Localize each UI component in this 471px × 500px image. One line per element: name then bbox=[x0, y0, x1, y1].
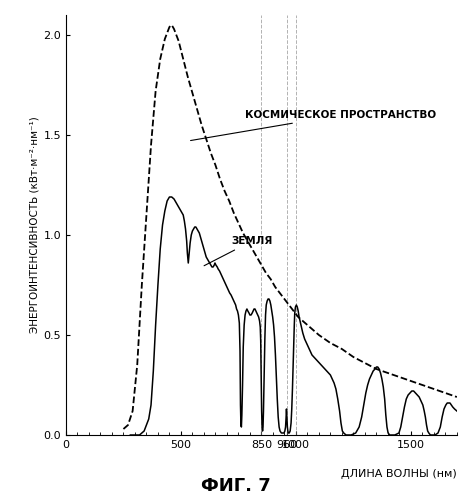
Y-axis label: ЭНЕРГОИНТЕНСИВНОСТЬ (кВт·м⁻²·нм⁻¹): ЭНЕРГОИНТЕНСИВНОСТЬ (кВт·м⁻²·нм⁻¹) bbox=[29, 116, 39, 334]
Text: КОСМИЧЕСКОЕ ПРОСТРАНСТВО: КОСМИЧЕСКОЕ ПРОСТРАНСТВО bbox=[191, 110, 437, 140]
Text: ЗЕМЛЯ: ЗЕМЛЯ bbox=[204, 236, 273, 266]
Text: ДЛИНА ВОЛНЫ (нм): ДЛИНА ВОЛНЫ (нм) bbox=[341, 468, 457, 478]
Text: ФИГ. 7: ФИГ. 7 bbox=[201, 477, 270, 495]
